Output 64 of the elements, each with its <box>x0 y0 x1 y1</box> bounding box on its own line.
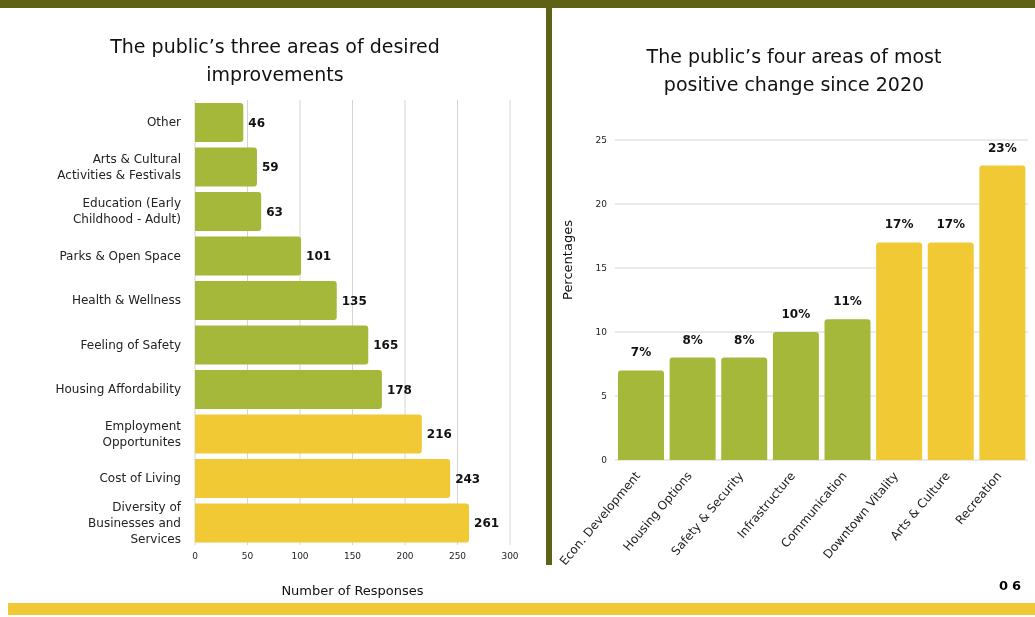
data-label: 178 <box>386 382 412 397</box>
x-axis-title: Number of Responses <box>281 583 424 598</box>
y-tick-label: 0 <box>601 455 608 466</box>
x-tick-label: 50 <box>241 551 254 562</box>
data-label: 216 <box>426 427 452 442</box>
data-label: 243 <box>455 471 481 486</box>
y-tick-label: Education (Early Childhood - Adult) <box>72 196 181 227</box>
data-label: 8% <box>682 332 703 347</box>
data-label: 59 <box>261 160 279 175</box>
y-tick-label: 5 <box>601 391 607 402</box>
y-tick-label: 10 <box>595 327 608 338</box>
x-tick-label: 200 <box>396 551 414 562</box>
bar <box>979 165 1026 460</box>
bar <box>195 281 337 320</box>
bar <box>195 459 451 498</box>
bar <box>195 325 369 365</box>
y-tick-label: 25 <box>595 135 607 146</box>
bar <box>927 242 974 460</box>
x-tick-label: 300 <box>501 551 519 562</box>
bar <box>195 414 422 454</box>
data-label: 10% <box>781 307 811 321</box>
y-tick-label: Cost of Living <box>99 471 181 486</box>
bar <box>195 192 262 231</box>
data-label: 46 <box>248 115 265 130</box>
data-label: 165 <box>373 338 399 353</box>
bar <box>195 147 257 187</box>
y-tick-label: Feeling of Safety <box>80 337 181 352</box>
y-tick-label: Employment Opportunites <box>102 418 182 449</box>
bar <box>772 332 819 460</box>
text: 06 <box>998 578 1025 593</box>
x-tick-label: 250 <box>448 551 467 562</box>
data-label: 7% <box>630 345 652 360</box>
data-label: 23% <box>988 140 1017 155</box>
y-tick-label: Parks & Open Space <box>59 248 181 263</box>
bar <box>618 370 664 460</box>
bar <box>195 236 302 276</box>
chart-title: The public’s four areas of most positive change since 2020 <box>645 44 943 97</box>
data-label: 11% <box>833 294 862 309</box>
data-label: 261 <box>474 516 500 531</box>
chart-title: The public’s three areas of desired improvements <box>109 34 441 87</box>
y-axis-title: Percentages <box>559 219 575 300</box>
y-tick-label: Housing Affordability <box>55 382 181 397</box>
bar <box>669 357 716 460</box>
data-label: 63 <box>266 204 283 219</box>
bar <box>876 242 923 460</box>
x-tick-label: 0 <box>192 551 199 562</box>
y-tick-label: Other <box>146 115 182 130</box>
data-label: 101 <box>306 249 332 264</box>
data-label: 135 <box>341 293 367 308</box>
y-tick-label: Diversity of Businesses and Services <box>88 499 182 546</box>
x-tick-label: 150 <box>343 551 362 562</box>
y-tick-label: 15 <box>595 263 607 274</box>
y-tick-label: Health & Wellness <box>71 293 181 308</box>
bar <box>721 357 768 460</box>
bar <box>195 503 470 543</box>
bar <box>824 319 871 460</box>
bar <box>195 370 382 409</box>
data-label: 17% <box>936 217 966 232</box>
x-tick-label: 100 <box>291 551 309 562</box>
y-tick-label: 20 <box>595 199 608 210</box>
data-label: 17% <box>884 217 914 232</box>
bar <box>195 103 244 142</box>
data-label: 8% <box>734 332 755 347</box>
y-tick-label: Arts & Cultural Activities & Festivals <box>57 151 181 182</box>
